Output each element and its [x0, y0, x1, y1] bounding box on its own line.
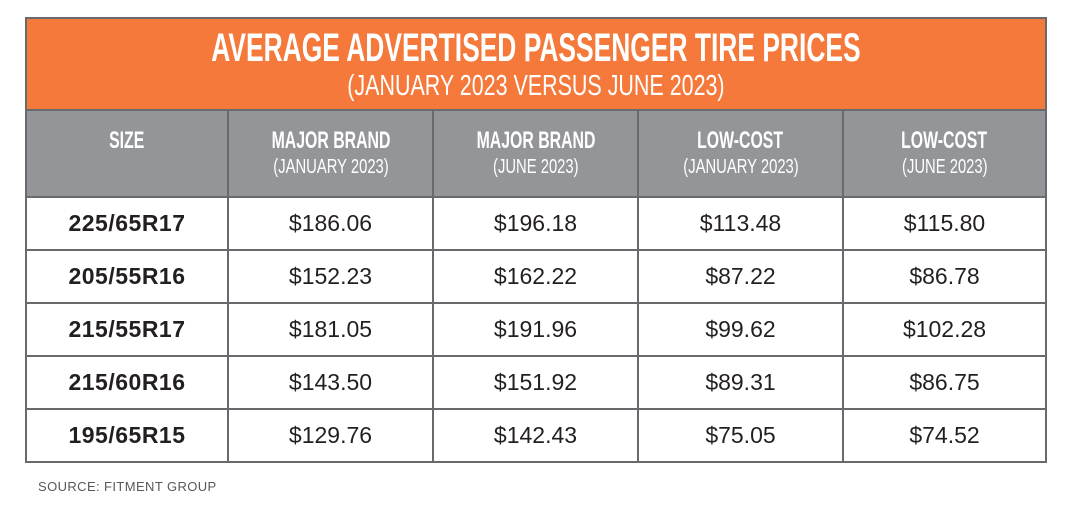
price-cell-low-cost-jan: $99.62	[637, 302, 844, 357]
column-header-low-cost-jun: LOW-COST (JUNE 2023)	[841, 109, 1048, 198]
price-cell-low-cost-jun: $86.78	[841, 249, 1048, 304]
chart-title: AVERAGE ADVERTISED PASSENGER TIRE PRICES	[211, 26, 861, 71]
price-cell-low-cost-jan: $87.22	[637, 249, 844, 304]
column-header-line2: (JUNE 2023)	[901, 156, 988, 179]
price-cell-major-brand-jan: $152.23	[227, 249, 434, 304]
column-header-row: SIZE MAJOR BRAND (JANUARY 2023) MAJOR BR…	[25, 109, 1048, 198]
size-cell: 215/55R17	[25, 302, 229, 357]
table-row: 195/65R15 $129.76 $142.43 $75.05 $74.52	[25, 408, 1048, 463]
price-cell-low-cost-jun: $102.28	[841, 302, 1048, 357]
size-cell: 225/65R17	[25, 196, 229, 251]
title-band: AVERAGE ADVERTISED PASSENGER TIRE PRICES…	[24, 17, 1048, 111]
column-header-line1: MAJOR BRAND	[476, 126, 595, 154]
size-cell: 205/55R16	[25, 249, 229, 304]
column-header-size: SIZE	[25, 109, 229, 198]
price-cell-low-cost-jun: $74.52	[841, 408, 1048, 463]
source-attribution: SOURCE: FITMENT GROUP	[38, 479, 217, 494]
tire-price-table: AVERAGE ADVERTISED PASSENGER TIRE PRICES…	[24, 17, 1048, 463]
table-row: 205/55R16 $152.23 $162.22 $87.22 $86.78	[25, 249, 1048, 304]
column-header-line2: (JANUARY 2023)	[272, 156, 389, 179]
column-header-line1: LOW-COST	[901, 126, 988, 154]
table-row: 215/55R17 $181.05 $191.96 $99.62 $102.28	[25, 302, 1048, 357]
price-cell-major-brand-jun: $142.43	[432, 408, 639, 463]
price-cell-major-brand-jun: $151.92	[432, 355, 639, 410]
price-cell-low-cost-jan: $89.31	[637, 355, 844, 410]
column-header-line2: (JANUARY 2023)	[682, 156, 799, 179]
size-cell: 195/65R15	[25, 408, 229, 463]
column-header-line1: SIZE	[109, 126, 145, 154]
size-cell: 215/60R16	[25, 355, 229, 410]
price-cell-major-brand-jan: $129.76	[227, 408, 434, 463]
price-cell-major-brand-jan: $181.05	[227, 302, 434, 357]
price-cell-low-cost-jan: $113.48	[637, 196, 844, 251]
price-cell-low-cost-jan: $75.05	[637, 408, 844, 463]
price-cell-major-brand-jun: $162.22	[432, 249, 639, 304]
price-cell-low-cost-jun: $115.80	[841, 196, 1048, 251]
table-row: 215/60R16 $143.50 $151.92 $89.31 $86.75	[25, 355, 1048, 410]
table-row: 225/65R17 $186.06 $196.18 $113.48 $115.8…	[25, 196, 1048, 251]
column-header-major-brand-jan: MAJOR BRAND (JANUARY 2023)	[227, 109, 434, 198]
price-cell-major-brand-jan: $186.06	[227, 196, 434, 251]
price-cell-major-brand-jun: $191.96	[432, 302, 639, 357]
column-header-line2: (JUNE 2023)	[492, 156, 579, 179]
price-cell-major-brand-jun: $196.18	[432, 196, 639, 251]
column-header-low-cost-jan: LOW-COST (JANUARY 2023)	[637, 109, 844, 198]
title-band-row: AVERAGE ADVERTISED PASSENGER TIRE PRICES…	[24, 17, 1048, 111]
column-header-line1: MAJOR BRAND	[271, 126, 390, 154]
chart-subtitle: (JANUARY 2023 VERSUS JUNE 2023)	[347, 70, 725, 103]
column-header-line2	[27, 154, 227, 180]
column-header-major-brand-jun: MAJOR BRAND (JUNE 2023)	[432, 109, 639, 198]
column-header-line1: LOW-COST	[697, 126, 784, 154]
price-cell-major-brand-jan: $143.50	[227, 355, 434, 410]
price-cell-low-cost-jun: $86.75	[841, 355, 1048, 410]
